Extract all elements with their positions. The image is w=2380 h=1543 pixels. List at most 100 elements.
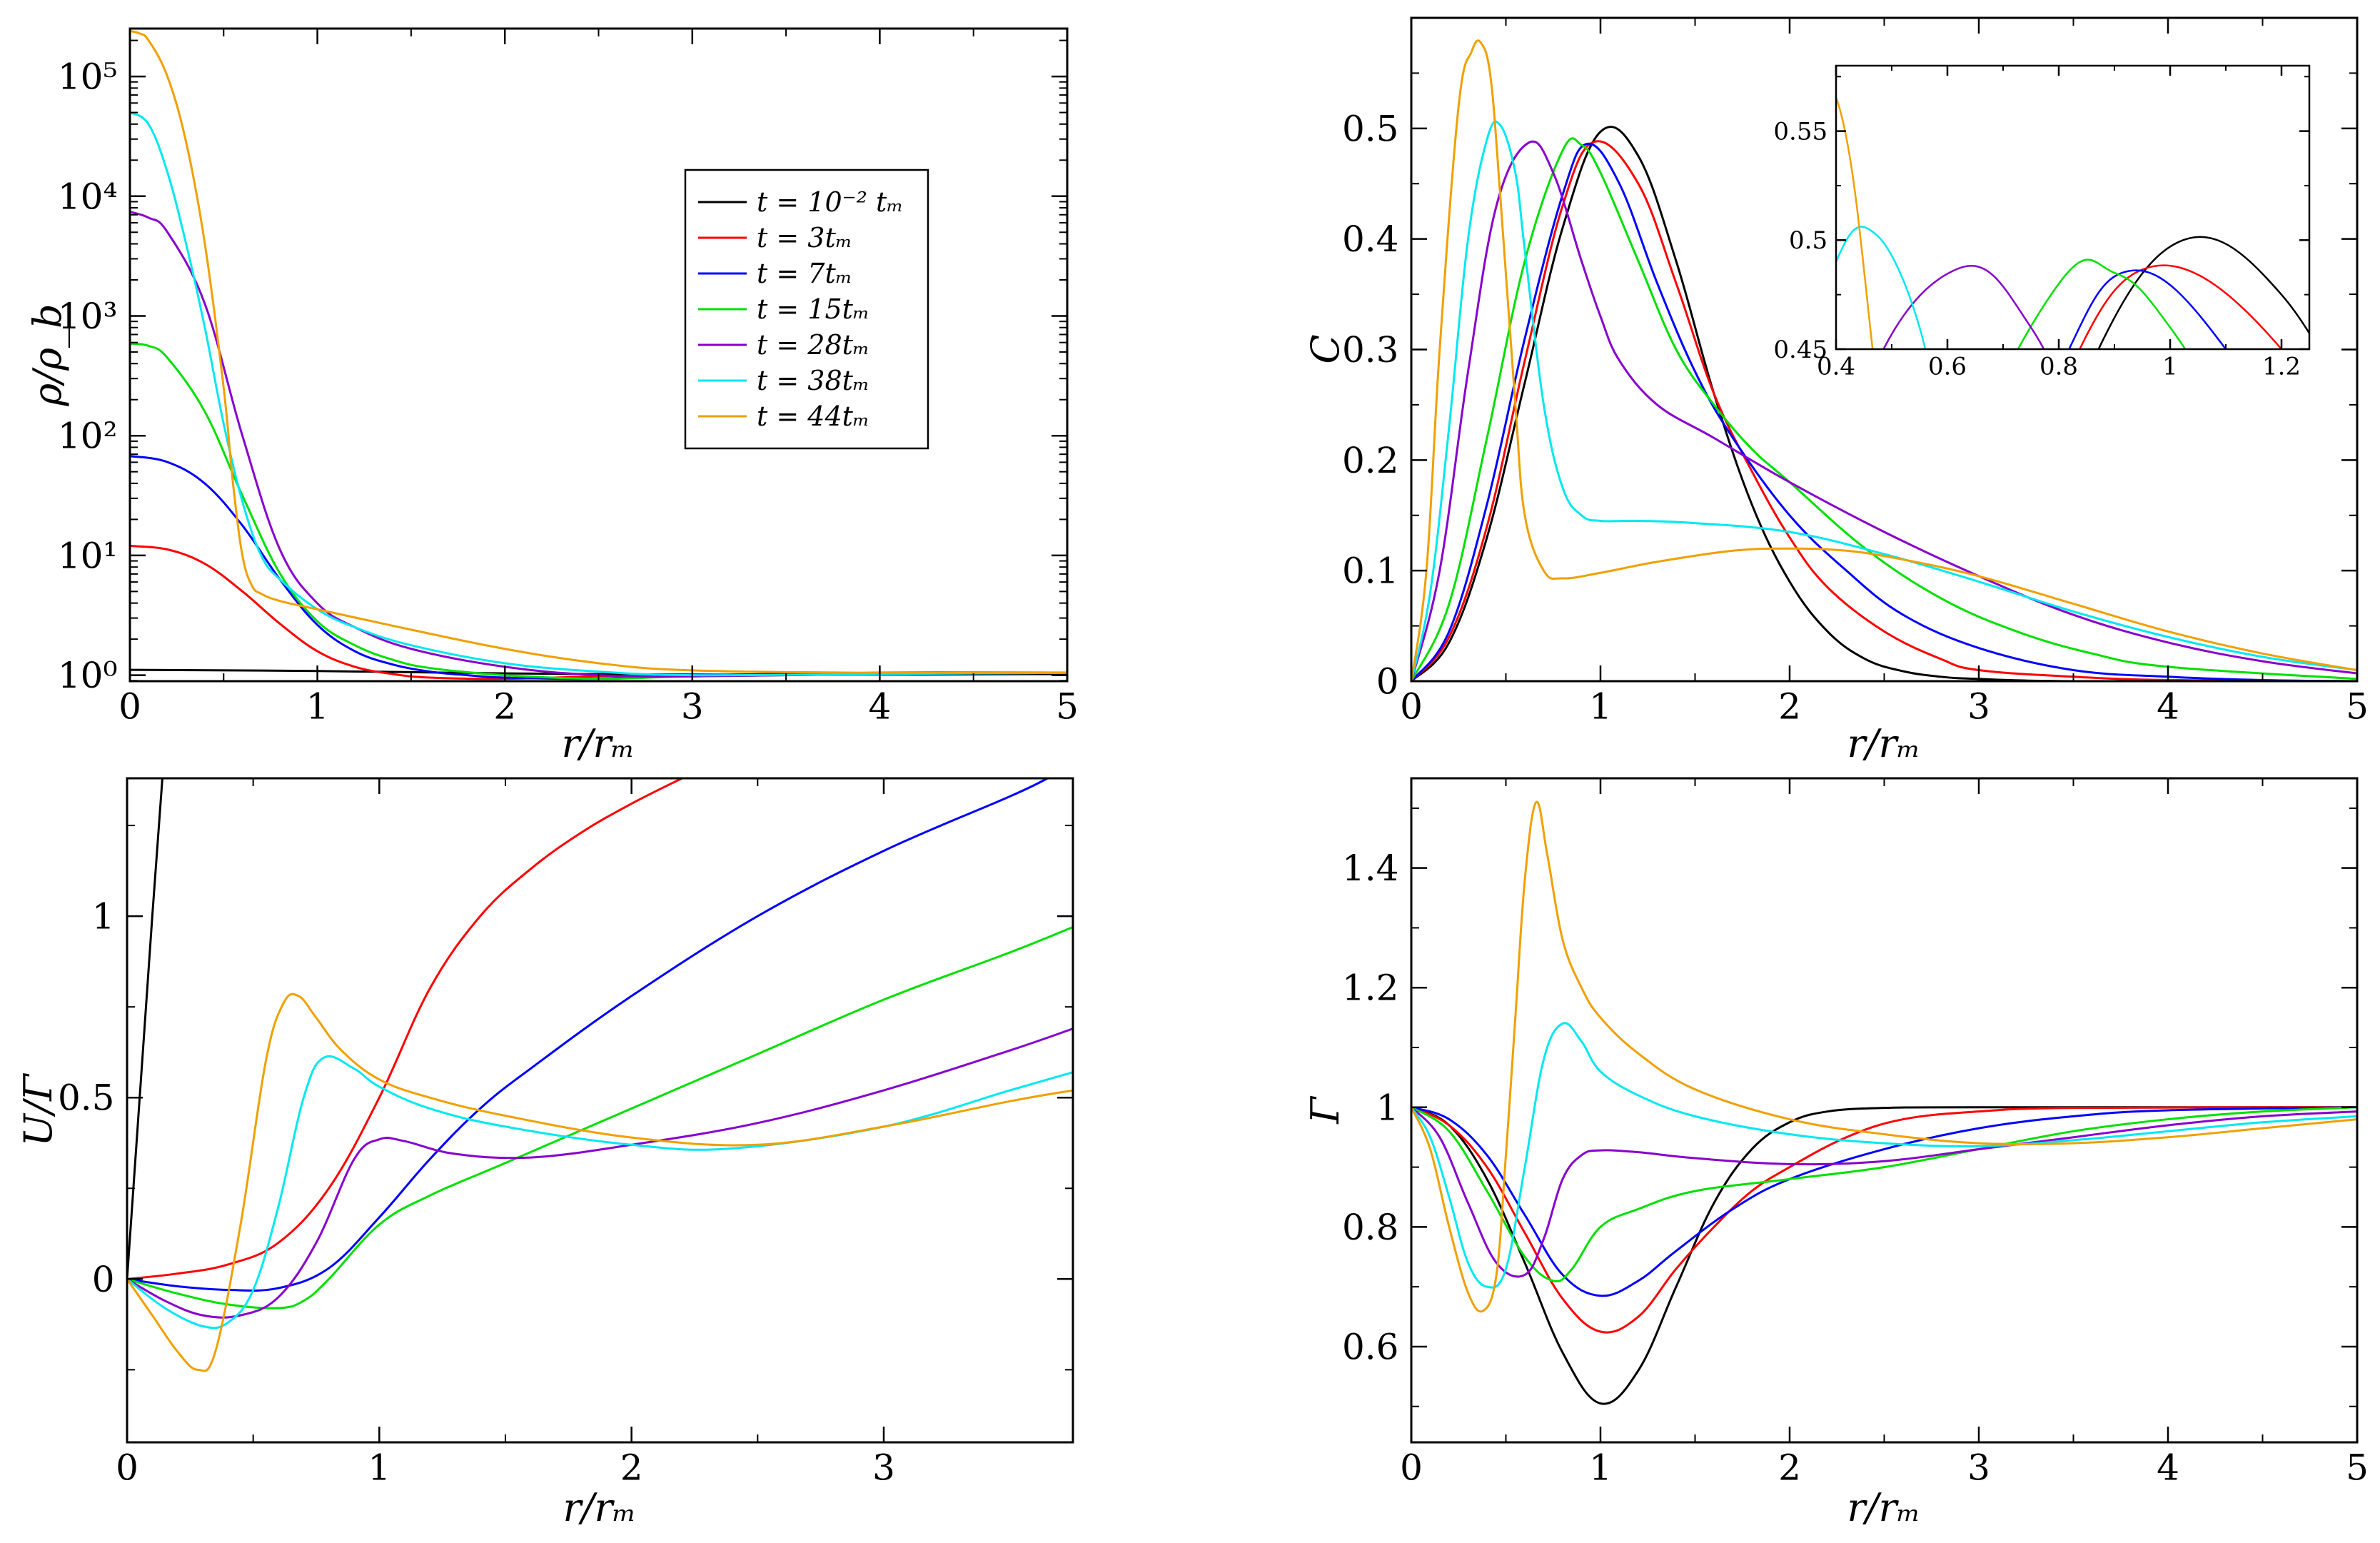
inset-xtick-label: 0.8 <box>2039 353 2078 381</box>
gamma-ytick-label: 0.8 <box>1342 1207 1399 1248</box>
density-x-label: r/rₘ <box>562 721 635 766</box>
gamma-series-t38 <box>1411 1022 2357 1289</box>
compaction-xtick-label: 0 <box>1400 686 1423 728</box>
gamma-ytick-label: 0.6 <box>1342 1326 1399 1367</box>
legend-label-t28: t = 28tₘ <box>757 329 869 361</box>
density-ytick-label: 10² <box>58 416 118 457</box>
velocity-series-t7 <box>127 778 1049 1292</box>
density-panel: 0 1 2 3 4 5 10⁰ 10¹ 10² 10³ 10⁴ 10⁵ r/rₘ ρ/ρ_b t = … <box>25 27 1079 766</box>
compaction-ytick-label: 0.5 <box>1342 108 1399 149</box>
compaction-ticks: 0 1 2 3 4 5 0 0.1 0.2 0.3 0.4 0.5 <box>1342 18 2369 728</box>
legend-label-t0: t = 10⁻² tₘ <box>757 186 904 218</box>
legend: t = 10⁻² tₘ t = 3tₘ t = 7tₘ t = 15tₘ t = 28t… <box>684 169 929 450</box>
inset-frame <box>1835 64 2311 351</box>
gamma-xtick-label: 1 <box>1589 1447 1612 1489</box>
compaction-inset: 0.4 0.6 0.8 1 1.2 0.45 0.5 0.55 <box>1773 64 2311 381</box>
compaction-series-t3 <box>1411 140 2357 681</box>
compaction-series-t28 <box>1411 140 2357 681</box>
density-ytick-label: 10⁴ <box>58 176 118 217</box>
compaction-ytick-label: 0.2 <box>1342 440 1399 481</box>
velocity-ytick-label: 0.5 <box>58 1077 115 1119</box>
compaction-xtick-label: 1 <box>1589 686 1612 728</box>
density-series-t44 <box>130 29 1067 675</box>
compaction-xtick-label: 4 <box>2157 686 2179 728</box>
velocity-y-label: U/Γ <box>16 1072 61 1147</box>
velocity-series-t15 <box>127 925 1073 1310</box>
density-ytick-label: 10¹ <box>58 535 118 576</box>
density-series-t38 <box>130 111 1067 677</box>
gamma-series-t3 <box>1411 1106 2357 1334</box>
compaction-ytick-label: 0.1 <box>1342 551 1399 592</box>
compaction-ytick-label: 0 <box>1376 661 1399 703</box>
velocity-series-lines <box>127 778 1073 1372</box>
compaction-x-label: r/rₘ <box>1847 721 1921 766</box>
density-xtick-label: 0 <box>119 686 141 728</box>
gamma-ytick-label: 1 <box>1376 1087 1399 1128</box>
gamma-xtick-label: 0 <box>1400 1447 1423 1489</box>
compaction-series-t15 <box>1411 137 2357 681</box>
velocity-series-t28 <box>127 1027 1073 1319</box>
density-xtick-label: 5 <box>1056 686 1079 728</box>
density-ytick-label: 10⁵ <box>58 56 118 98</box>
legend-items: t = 10⁻² tₘ t = 3tₘ t = 7tₘ t = 15tₘ t = 28t… <box>698 186 904 432</box>
compaction-xtick-label: 2 <box>1778 686 1801 728</box>
inset-ticks: 0.4 0.6 0.8 1 1.2 0.45 0.5 0.55 <box>1773 66 2309 381</box>
density-ytick-label: 10³ <box>58 296 118 337</box>
density-xtick-label: 3 <box>681 686 704 728</box>
legend-label-t38: t = 38tₘ <box>757 365 869 396</box>
compaction-y-label: C <box>1303 334 1348 363</box>
legend-label-t3: t = 3tₘ <box>757 222 852 253</box>
density-series-lines <box>130 29 1067 680</box>
gamma-ticks: 0 1 2 3 4 5 0.6 0.8 1 1.2 1.4 <box>1342 778 2369 1489</box>
inset-ytick-label: 0.5 <box>1789 226 1827 255</box>
inset-ytick-label: 0.55 <box>1773 118 1827 146</box>
compaction-ytick-label: 0.3 <box>1342 329 1399 371</box>
compaction-series-t7 <box>1411 143 2357 681</box>
compaction-xtick-label: 5 <box>2346 686 2369 728</box>
velocity-plot-frame <box>126 777 1074 1444</box>
velocity-xtick-label: 1 <box>368 1447 390 1489</box>
gamma-x-label: r/rₘ <box>1847 1485 1921 1530</box>
inset-ytick-label: 0.45 <box>1773 336 1827 364</box>
gamma-xtick-label: 3 <box>1967 1447 1990 1489</box>
gamma-series-t44 <box>1411 800 2357 1313</box>
velocity-series-t0 <box>127 778 163 1280</box>
gamma-xtick-label: 4 <box>2157 1447 2179 1489</box>
inset-xtick-label: 0.6 <box>1928 353 1967 381</box>
gamma-xtick-label: 5 <box>2346 1447 2369 1489</box>
gamma-ytick-label: 1.2 <box>1342 967 1399 1009</box>
legend-label-t44: t = 44tₘ <box>757 401 869 432</box>
velocity-series-t44 <box>127 992 1073 1372</box>
compaction-series-t38 <box>1411 120 2357 681</box>
velocity-xtick-label: 2 <box>620 1447 643 1489</box>
gamma-ytick-label: 1.4 <box>1342 848 1399 889</box>
velocity-xtick-label: 0 <box>116 1447 138 1489</box>
velocity-panel: 0 1 2 3 0 0.5 1 r/rₘ U/Γ <box>16 777 1074 1530</box>
velocity-xtick-label: 3 <box>872 1447 895 1489</box>
velocity-series-t3 <box>127 778 683 1280</box>
density-xtick-label: 1 <box>306 686 329 728</box>
density-ticks: 0 1 2 3 4 5 10⁰ 10¹ 10² 10³ 10⁴ 10⁵ <box>58 29 1079 728</box>
velocity-ytick-label: 0 <box>92 1259 115 1300</box>
velocity-ticks: 0 1 2 3 0 0.5 1 <box>58 778 1073 1489</box>
gamma-series-t28 <box>1411 1106 2357 1278</box>
compaction-xtick-label: 3 <box>1967 686 1990 728</box>
compaction-ytick-label: 0.4 <box>1342 218 1399 260</box>
inset-xtick-label: 0.4 <box>1817 353 1855 381</box>
legend-label-t15: t = 15tₘ <box>757 293 869 325</box>
inset-xtick-label: 1 <box>2162 353 2178 381</box>
compaction-panel: 0 1 2 3 4 5 0 0.1 0.2 0.3 0.4 0.5 r/rₘ C 0.4 0.6 0.8 1… <box>1303 16 2369 766</box>
compaction-series-lines <box>1411 39 2357 681</box>
gamma-y-label: Γ <box>1303 1095 1348 1125</box>
density-xtick-label: 2 <box>493 686 516 728</box>
density-y-label: ρ/ρ_b <box>25 303 70 406</box>
inset-background <box>1836 66 2309 349</box>
inset-xtick-label: 1.2 <box>2262 353 2301 381</box>
velocity-ytick-label: 1 <box>92 896 115 938</box>
density-ytick-label: 10⁰ <box>58 655 118 696</box>
compaction-series-t44 <box>1411 39 2357 681</box>
gamma-series-t7 <box>1411 1106 2357 1297</box>
legend-label-t7: t = 7tₘ <box>757 258 852 289</box>
legend-box <box>684 169 929 450</box>
